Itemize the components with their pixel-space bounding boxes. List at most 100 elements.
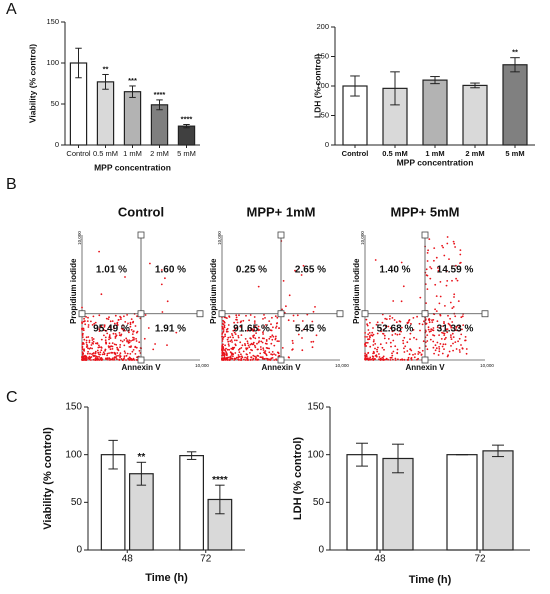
y-tick-label: 0 xyxy=(318,545,324,556)
event-dot xyxy=(240,353,242,356)
event-dot xyxy=(292,314,295,317)
event-dot xyxy=(108,316,110,319)
event-dot xyxy=(88,341,91,344)
event-dot xyxy=(175,331,178,334)
event-dot xyxy=(455,329,458,332)
event-dot xyxy=(445,328,448,331)
event-dot xyxy=(237,358,240,361)
event-dot xyxy=(443,348,445,350)
y-tick-label: 50 xyxy=(71,497,83,508)
event-dot xyxy=(444,343,447,346)
event-dot xyxy=(396,348,399,351)
event-dot xyxy=(85,336,88,339)
event-dot xyxy=(149,262,151,265)
event-dot xyxy=(114,337,117,339)
event-dot xyxy=(396,352,399,355)
event-dot xyxy=(233,346,236,349)
event-dot xyxy=(447,314,449,317)
event-dot xyxy=(251,349,254,352)
bar xyxy=(422,79,448,146)
event-dot xyxy=(460,344,462,346)
event-dot xyxy=(274,354,277,356)
event-dot xyxy=(439,295,442,298)
event-dot xyxy=(120,318,122,320)
event-dot xyxy=(110,352,112,354)
y-tick-label: 50 xyxy=(51,99,59,108)
event-dot xyxy=(435,256,438,259)
significance: *** xyxy=(128,76,137,85)
event-dot xyxy=(381,346,384,349)
event-dot xyxy=(275,322,278,325)
event-dot xyxy=(129,321,132,324)
event-dot xyxy=(225,354,228,357)
event-dot xyxy=(272,335,275,338)
y-axis-label: Propidium iodide xyxy=(352,258,361,324)
event-dot xyxy=(369,356,372,359)
event-dot xyxy=(257,355,260,357)
event-dot xyxy=(365,355,368,357)
x-tick-label: 5 mM xyxy=(505,149,524,158)
event-dot xyxy=(265,357,267,360)
event-dot xyxy=(274,315,277,318)
event-dot xyxy=(379,326,382,329)
event-dot xyxy=(228,359,231,361)
event-dot xyxy=(111,345,114,348)
event-dot xyxy=(394,333,397,335)
event-dot xyxy=(116,346,118,349)
event-dot xyxy=(450,338,453,340)
event-dot xyxy=(273,353,275,355)
event-dot xyxy=(109,348,112,351)
event-dot xyxy=(441,352,444,355)
event-dot xyxy=(378,356,381,358)
x-tick-label: 1 mM xyxy=(425,149,444,158)
event-dot xyxy=(227,340,230,343)
event-dot xyxy=(453,329,456,332)
event-dot xyxy=(240,347,243,349)
event-dot xyxy=(271,351,274,353)
event-dot xyxy=(285,305,287,308)
event-dot xyxy=(86,320,89,322)
event-dot xyxy=(394,359,397,361)
event-dot xyxy=(451,307,454,309)
event-dot xyxy=(224,333,227,336)
event-dot xyxy=(365,353,368,356)
event-dot xyxy=(116,358,118,361)
event-dot xyxy=(121,340,124,343)
quadrant-label: 14.59 % xyxy=(437,265,474,276)
event-dot xyxy=(454,246,456,248)
event-dot xyxy=(457,300,460,302)
event-dot xyxy=(265,354,268,357)
event-dot xyxy=(364,358,367,361)
event-dot xyxy=(98,344,100,347)
event-dot xyxy=(374,343,377,345)
event-dot xyxy=(258,336,260,339)
event-dot xyxy=(435,295,438,297)
event-dot xyxy=(464,339,466,342)
event-dot xyxy=(143,337,146,340)
event-dot xyxy=(138,350,141,352)
event-dot xyxy=(270,357,273,360)
event-dot xyxy=(409,338,411,341)
quadrant-handle xyxy=(421,356,429,364)
x-tick-label: 48 xyxy=(122,554,134,565)
quadrant-handle xyxy=(421,231,429,239)
event-dot xyxy=(235,326,238,329)
event-dot xyxy=(232,336,235,339)
event-dot xyxy=(385,342,388,344)
event-dot xyxy=(96,358,99,361)
event-dot xyxy=(91,339,94,341)
event-dot xyxy=(104,336,107,339)
event-dot xyxy=(444,305,446,307)
event-dot xyxy=(226,358,229,360)
event-dot xyxy=(426,348,429,351)
quadrant-handle xyxy=(421,310,429,318)
event-dot xyxy=(274,337,277,340)
event-dot xyxy=(228,315,231,318)
event-dot xyxy=(226,338,229,341)
quadrant-label: 1.60 % xyxy=(155,265,186,276)
event-dot xyxy=(84,354,86,357)
event-dot xyxy=(418,322,421,325)
event-dot xyxy=(230,347,233,350)
quadrant-handle xyxy=(137,231,145,239)
